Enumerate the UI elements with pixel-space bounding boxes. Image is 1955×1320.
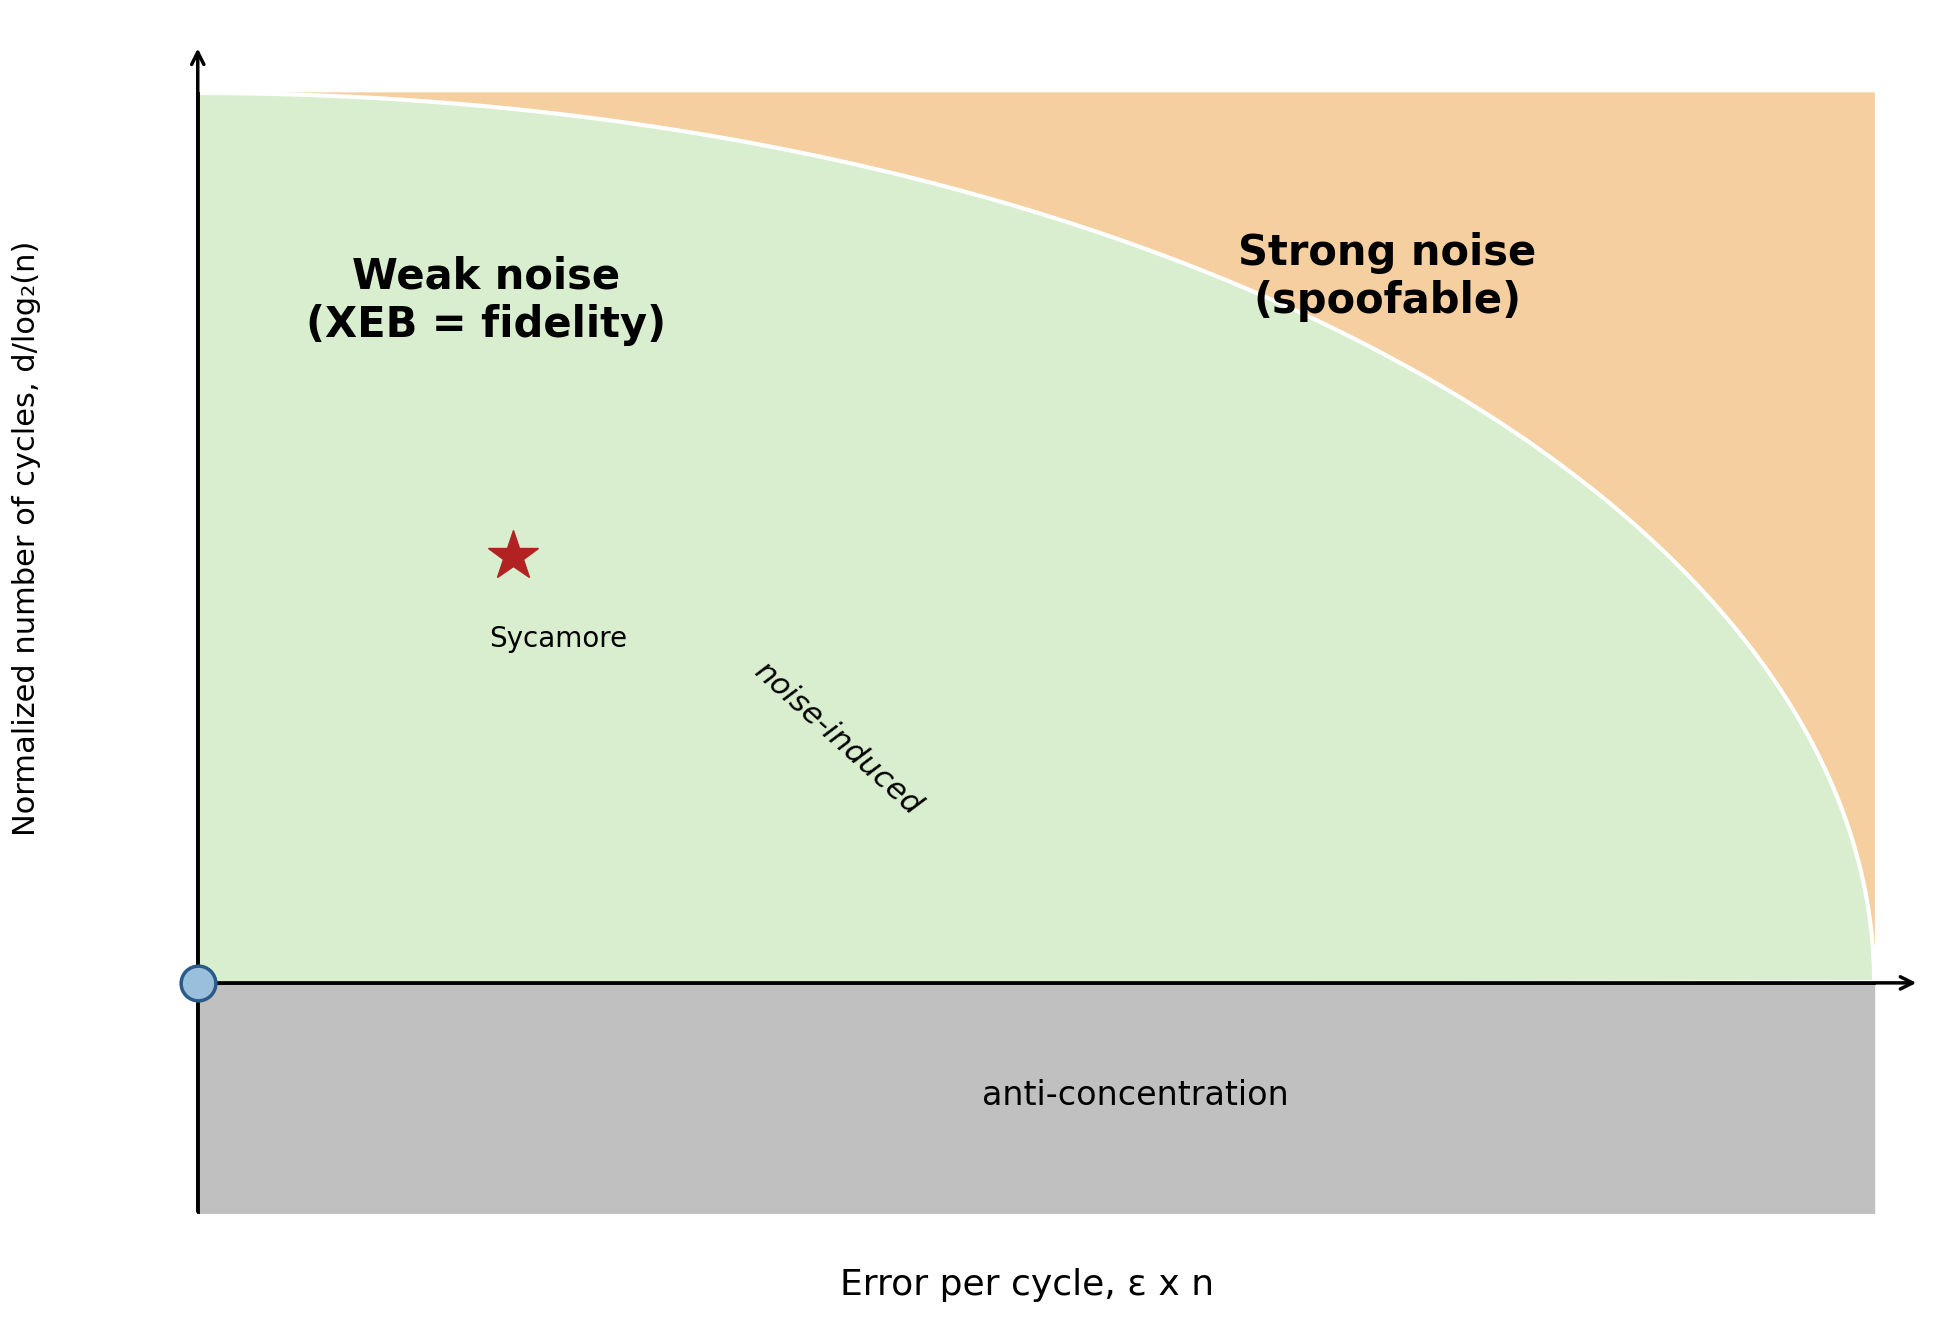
Text: noise-induced: noise-induced (749, 657, 927, 822)
Polygon shape (197, 92, 1873, 983)
Text: Strong noise
(spoofable): Strong noise (spoofable) (1238, 231, 1537, 322)
Polygon shape (197, 983, 1873, 1214)
Text: Normalized number of cycles, d/log₂(n): Normalized number of cycles, d/log₂(n) (12, 240, 41, 836)
Text: Sycamore: Sycamore (489, 624, 628, 653)
Text: Error per cycle, ε x n: Error per cycle, ε x n (839, 1269, 1214, 1303)
Text: anti-concentration: anti-concentration (981, 1078, 1288, 1111)
Polygon shape (197, 92, 1873, 983)
Text: Weak noise
(XEB = fidelity): Weak noise (XEB = fidelity) (305, 255, 667, 346)
